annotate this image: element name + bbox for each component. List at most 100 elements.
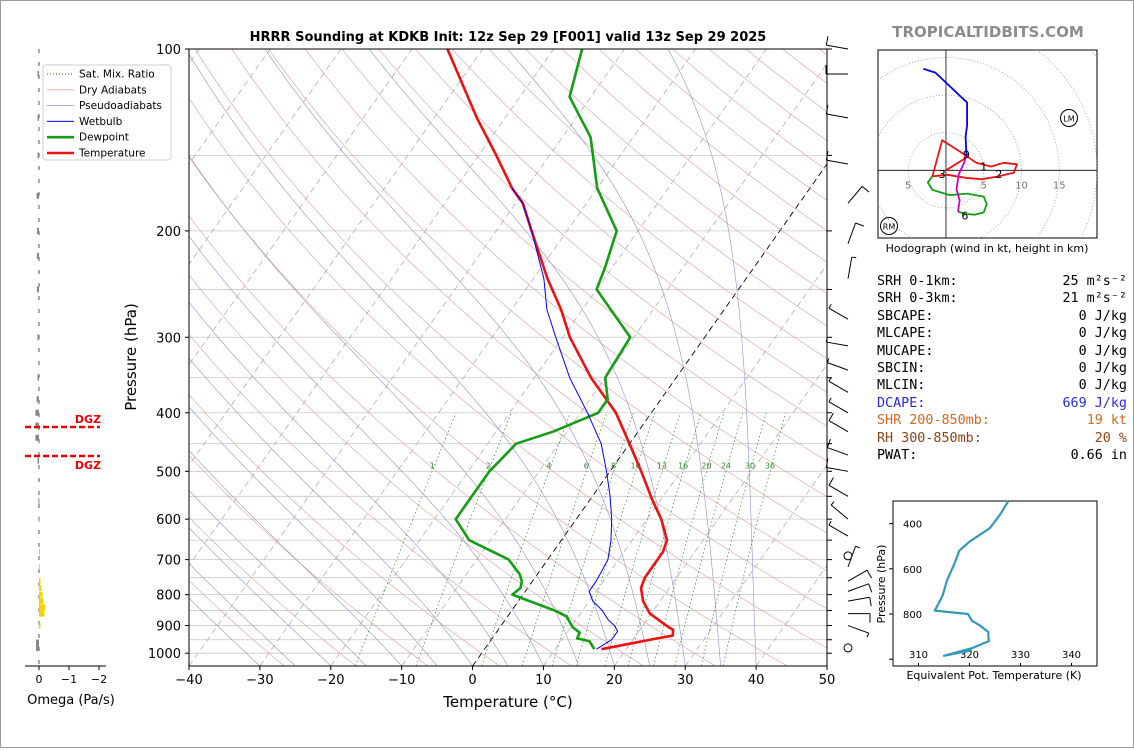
- wind-barb: [825, 458, 849, 472]
- theta-e-y-label: Pressure (hPa): [875, 545, 888, 624]
- isotherm: [684, 464, 827, 666]
- isotherm: [330, 49, 767, 666]
- hodograph-ring-label: 5: [905, 180, 911, 191]
- wind-barb: [847, 625, 870, 638]
- wind-barb-staff: [826, 44, 849, 50]
- wind-barb-staff: [826, 159, 849, 165]
- wind-barb: [825, 36, 849, 50]
- parameter-label: SBCIN:: [877, 360, 926, 376]
- wind-barb-half-flag: [830, 501, 835, 506]
- y-tick-label: 800: [156, 589, 181, 604]
- mixing-ratio-line: [481, 412, 571, 666]
- wind-barb-flag: [866, 569, 872, 579]
- mixing-ratio-label: 16: [678, 461, 688, 470]
- pseudoadiabat: [189, 235, 544, 666]
- dry-adiabat: [189, 156, 788, 666]
- omega-bar: [37, 152, 39, 159]
- wind-barb: [847, 545, 860, 568]
- hodograph-frame: [877, 49, 1098, 239]
- omega-bar: [39, 585, 42, 592]
- isotherm: [472, 163, 827, 666]
- hodograph-trace: [931, 139, 1018, 181]
- wind-barb: [828, 397, 849, 414]
- isotherm: [543, 263, 827, 666]
- wind-barb-staff: [826, 341, 849, 347]
- omega-bar: [36, 286, 39, 293]
- omega-axis-label: Omega (Pa/s): [27, 693, 115, 708]
- parameter-value: 20 %: [1094, 430, 1127, 446]
- mixing-ratio-label: 13: [657, 461, 667, 470]
- dry-adiabat: [378, 49, 827, 427]
- parameter-row: SBCIN: 0 J/kg: [877, 360, 1127, 377]
- hodograph-trace: [926, 175, 988, 216]
- wind-barb-staff: [828, 307, 849, 320]
- theta-e-frame: [892, 500, 1098, 667]
- x-tick-label: 10: [535, 673, 552, 688]
- wind-barb-half-flag: [851, 256, 857, 259]
- omega-bar: [39, 604, 45, 611]
- wind-barb-staff: [828, 484, 849, 497]
- omega-bar: [35, 409, 39, 416]
- wind-barb: [847, 222, 865, 244]
- x-tick-label: 20: [606, 673, 623, 688]
- mixing-ratio-line: [722, 412, 786, 666]
- wind-barb-flag: [869, 597, 872, 607]
- theta-e-profile: [933, 500, 1010, 657]
- hodograph-height-label: 6: [961, 209, 968, 222]
- wind-barb: [825, 151, 849, 165]
- pseudoadiabat: [189, 301, 509, 666]
- x-tick-label: 0: [468, 673, 476, 688]
- legend: Sat. Mix. Ratio Dry Adiabats Pseudoadiabat…: [42, 64, 172, 161]
- parameter-row: SRH 0-3km: 21 m²s⁻²: [877, 290, 1127, 307]
- wind-barb-staff: [847, 583, 869, 592]
- mixing-ratio-line: [674, 412, 744, 666]
- dgz-bottom-label: DGZ: [75, 459, 101, 472]
- wind-barb-staff: [847, 596, 870, 602]
- wind-barbs: [825, 36, 873, 653]
- hodograph-height-label: 1: [980, 161, 987, 174]
- y-axis-label: Pressure (hPa): [122, 303, 140, 411]
- theta-e-x-tick-label: 330: [1011, 650, 1030, 661]
- x-tick-label: 50: [819, 673, 836, 688]
- site-watermark: TROPICALTIDBITS.COM: [892, 23, 1084, 41]
- dgz-top-label: DGZ: [75, 413, 101, 426]
- wind-barb-half-flag: [826, 358, 830, 363]
- pseudoadiabat: [189, 597, 261, 666]
- y-tick-label: 300: [156, 331, 181, 346]
- mixing-ratio-label: 1: [430, 461, 435, 470]
- wind-barb: [825, 65, 848, 75]
- wind-barb: [830, 501, 849, 520]
- omega-bar: [37, 114, 39, 121]
- hodograph-height-label: 2: [995, 168, 1002, 181]
- omega-bar: [38, 498, 40, 505]
- parameter-row: SHR 200-850mb: 19 kt: [877, 412, 1127, 429]
- wind-barb-half-flag: [828, 377, 832, 382]
- dry-adiabat: [525, 49, 827, 294]
- isotherm: [189, 49, 555, 567]
- mixing-ratio-line: [700, 412, 767, 666]
- parameter-row: SBCAPE: 0 J/kg: [877, 308, 1127, 325]
- omega-bar: [39, 591, 43, 598]
- hodograph-ring-label: 5: [981, 180, 987, 191]
- omega-bar: [37, 374, 39, 381]
- omega-bar: [35, 434, 39, 441]
- wind-barb: [828, 377, 849, 393]
- skewt-axes-frame: [188, 48, 828, 667]
- dry-adiabat: [598, 49, 827, 232]
- y-tick-label: 1000: [148, 647, 181, 662]
- dry-adiabat: [341, 49, 827, 462]
- parameter-value: 0 J/kg: [1078, 308, 1127, 324]
- dry-adiabat: [189, 215, 716, 666]
- wind-barb-half-flag: [855, 545, 860, 549]
- theta-e-y-tick-label: 400: [903, 520, 922, 531]
- wind-barb: [828, 412, 849, 433]
- wind-barb-half-flag: [828, 520, 832, 526]
- dry-adiabat: [189, 97, 827, 649]
- mixing-ratio-line: [627, 412, 702, 666]
- parameter-value: 0.66 in: [1070, 447, 1127, 463]
- wind-barb-half-flag: [866, 632, 870, 638]
- wind-barb-flag: [825, 458, 829, 468]
- wind-barb-flag: [825, 151, 829, 161]
- isotherm: [613, 364, 827, 666]
- skewt-panel: 1 2 4 6 8 10 13 16 20 24 30 36 −40 −30 −20 −10 0 10 20 30 4…: [42, 36, 873, 711]
